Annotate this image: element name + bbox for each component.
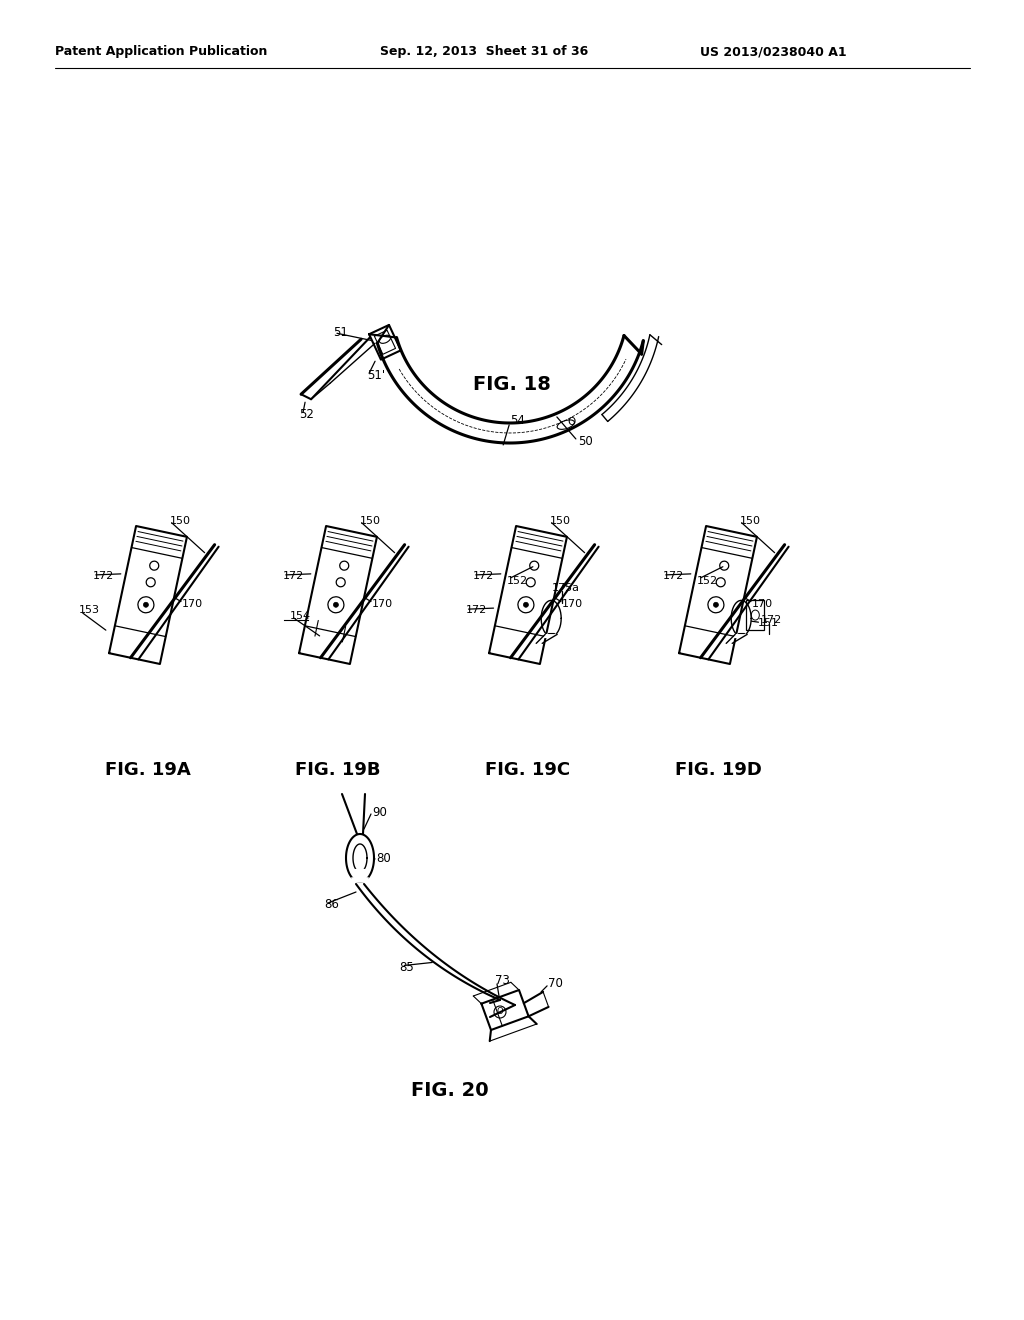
Ellipse shape xyxy=(143,602,148,607)
Ellipse shape xyxy=(523,602,528,607)
Text: 85: 85 xyxy=(399,961,414,974)
Text: 73: 73 xyxy=(495,974,510,987)
Text: O: O xyxy=(497,1007,504,1016)
Ellipse shape xyxy=(334,602,338,607)
Text: 50: 50 xyxy=(578,436,593,449)
Text: 150: 150 xyxy=(550,516,570,525)
Text: FIG. 19D: FIG. 19D xyxy=(675,762,762,779)
Text: 150: 150 xyxy=(170,516,190,525)
Text: FIG. 19A: FIG. 19A xyxy=(105,762,190,779)
Text: US 2013/0238040 A1: US 2013/0238040 A1 xyxy=(700,45,847,58)
Text: FIG. 19C: FIG. 19C xyxy=(485,762,570,779)
Text: 54: 54 xyxy=(510,414,525,428)
Text: O: O xyxy=(567,417,577,426)
Text: 172: 172 xyxy=(663,570,684,581)
Text: 170: 170 xyxy=(752,598,773,609)
Text: FIG. 20: FIG. 20 xyxy=(412,1081,488,1100)
Text: 51: 51 xyxy=(333,326,348,339)
Text: FIG. 18: FIG. 18 xyxy=(473,375,551,395)
Ellipse shape xyxy=(714,602,719,607)
Text: 151: 151 xyxy=(758,618,778,628)
Text: 52: 52 xyxy=(299,408,314,421)
Text: FIG. 19B: FIG. 19B xyxy=(295,762,381,779)
Text: 80: 80 xyxy=(376,851,391,865)
Text: 70: 70 xyxy=(548,977,563,990)
Text: 51': 51' xyxy=(367,368,385,381)
Text: 172: 172 xyxy=(93,570,114,581)
Text: 90: 90 xyxy=(372,805,387,818)
Text: 170: 170 xyxy=(372,598,393,609)
Text: 86: 86 xyxy=(324,898,339,911)
Text: 150: 150 xyxy=(739,516,761,525)
Text: 172: 172 xyxy=(761,615,782,626)
Text: 172: 172 xyxy=(473,570,494,581)
Text: 152: 152 xyxy=(507,576,528,586)
Text: 150: 150 xyxy=(359,516,381,525)
Text: 175a: 175a xyxy=(552,583,580,593)
Text: Patent Application Publication: Patent Application Publication xyxy=(55,45,267,58)
Text: 154: 154 xyxy=(290,611,310,620)
Text: 152: 152 xyxy=(697,576,718,586)
Text: 172: 172 xyxy=(283,570,304,581)
Bar xyxy=(746,601,764,630)
Text: Sep. 12, 2013  Sheet 31 of 36: Sep. 12, 2013 Sheet 31 of 36 xyxy=(380,45,588,58)
Text: 170: 170 xyxy=(562,598,583,609)
Text: 172: 172 xyxy=(466,605,486,615)
Text: 170: 170 xyxy=(182,598,203,609)
Text: 153: 153 xyxy=(79,605,100,615)
